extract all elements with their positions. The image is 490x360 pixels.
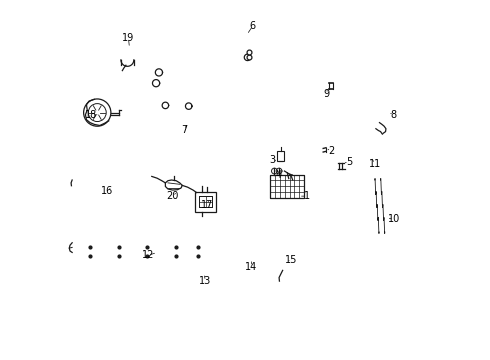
Text: 4: 4 — [275, 170, 281, 180]
Bar — [199, 196, 212, 207]
Text: 19: 19 — [122, 33, 135, 43]
Text: 17: 17 — [201, 200, 214, 210]
Text: 13: 13 — [199, 276, 212, 286]
Text: 11: 11 — [368, 159, 381, 169]
Text: 9: 9 — [324, 89, 330, 99]
Text: 14: 14 — [245, 262, 258, 272]
Text: 3: 3 — [269, 155, 275, 165]
Bar — [277, 150, 284, 161]
Text: 20: 20 — [167, 191, 179, 201]
Text: 7: 7 — [181, 125, 187, 135]
Text: 16: 16 — [101, 186, 113, 196]
Text: 6: 6 — [250, 21, 256, 31]
Bar — [270, 175, 304, 198]
Bar — [195, 192, 216, 212]
Text: 5: 5 — [346, 157, 352, 167]
Text: 1: 1 — [304, 191, 310, 201]
Text: 8: 8 — [391, 111, 397, 121]
Text: 12: 12 — [142, 250, 154, 260]
Text: 2: 2 — [328, 146, 334, 156]
Text: 15: 15 — [286, 255, 298, 265]
Text: 18: 18 — [85, 111, 98, 121]
Text: 10: 10 — [388, 215, 400, 224]
